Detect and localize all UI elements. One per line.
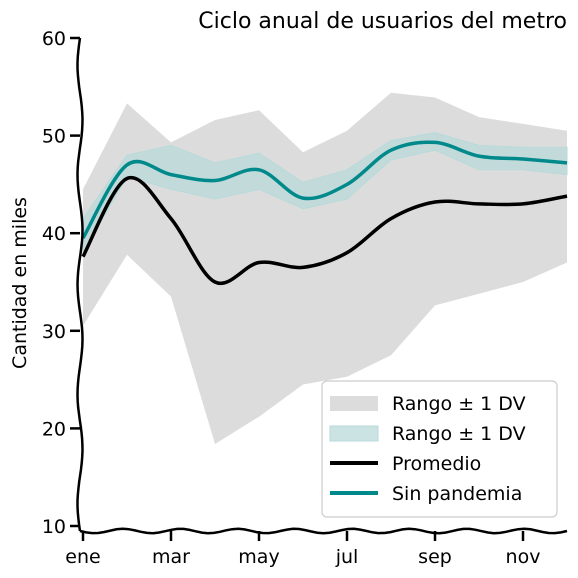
legend-label-3: Sin pandemia [392,483,522,505]
y-tick-label-30: 30 [42,321,66,343]
x-tick-label-sep: sep [418,546,452,568]
y-axis-line [76,37,84,532]
y-tick-label-10: 10 [42,516,66,538]
x-tick-label-may: may [238,546,279,568]
y-tick-label-20: 20 [42,418,66,440]
y-tick-label-40: 40 [42,223,66,245]
y-tick-label-60: 60 [42,28,66,50]
x-tick-label-mar: mar [152,546,190,568]
x-tick-label-nov: nov [506,546,541,568]
legend-label-1: Rango ± 1 DV [392,423,526,445]
legend-swatch-1 [329,425,379,442]
legend: Rango ± 1 DV Rango ± 1 DV Promedio Sin pand… [321,380,558,518]
line-series-2 [81,175,568,286]
legend-box [321,380,558,518]
legend-label-0: Rango ± 1 DV [392,393,526,415]
y-tick-label-50: 50 [42,126,66,148]
chart-title: Ciclo anual de usuarios del metro [198,9,567,34]
band-series-1 [82,132,568,255]
x-tick-label-jul: jul [335,546,359,568]
line-series-3 [81,140,568,239]
axes: 10 20 30 40 50 60 ene mar may jul sep nov [42,28,568,568]
x-axis-line [79,527,568,535]
legend-label-2: Promedio [392,453,481,475]
x-tick-label-ene: ene [65,546,100,568]
legend-swatch-0 [330,396,378,411]
y-axis-title: Cantidad en miles [9,197,31,369]
plot-area [81,92,568,444]
